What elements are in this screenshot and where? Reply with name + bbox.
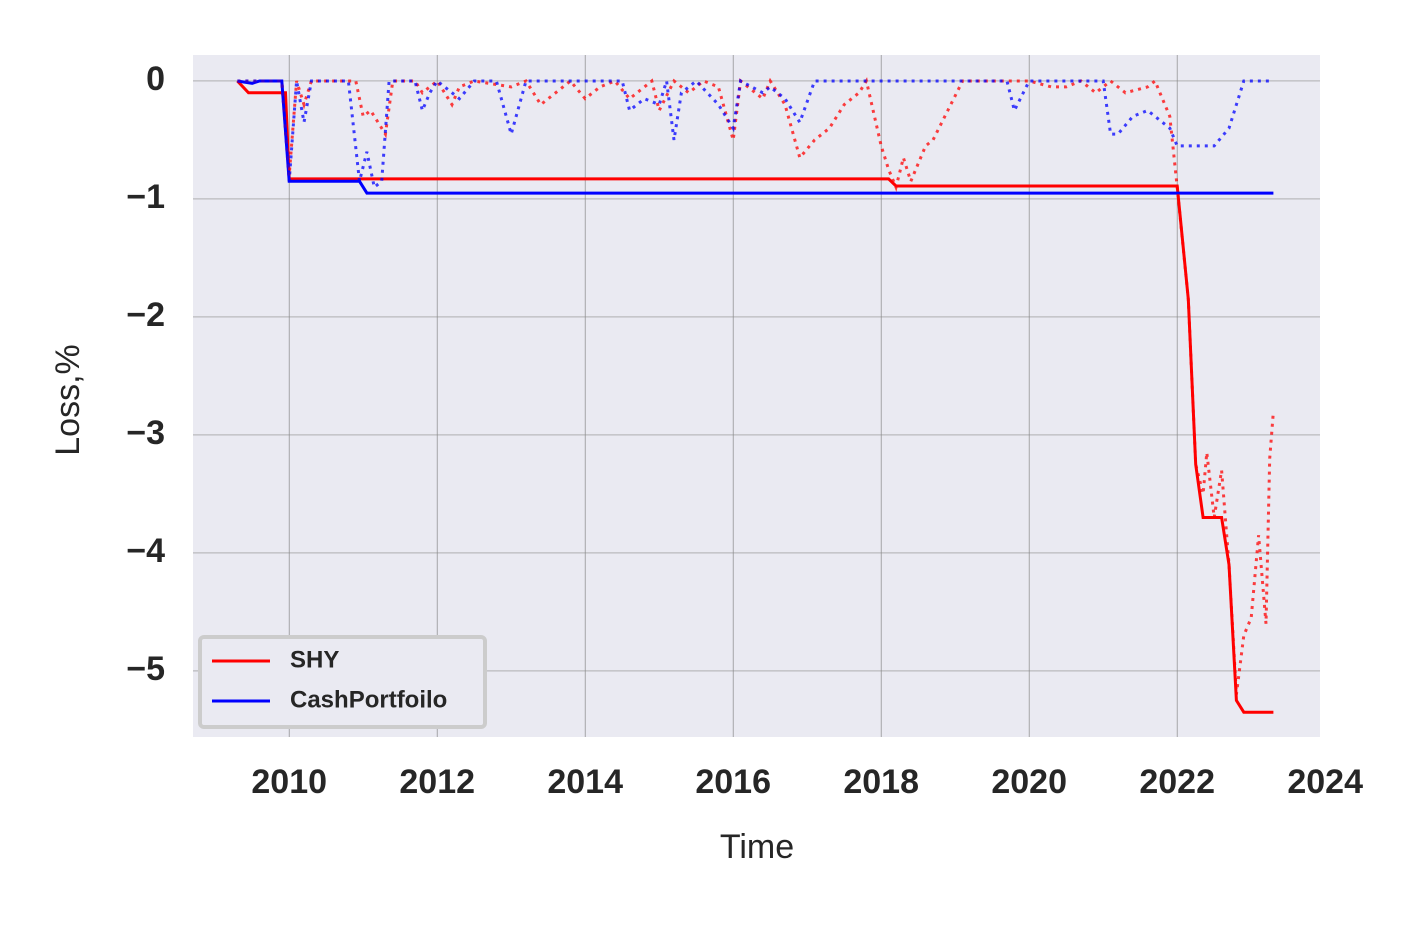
y-tick-label: −1 xyxy=(126,178,165,216)
x-tick-label: 2010 xyxy=(251,763,327,801)
x-axis-label: Time xyxy=(720,828,794,866)
y-tick-label: −4 xyxy=(126,532,165,570)
line-series xyxy=(237,79,1274,195)
y-axis-label: Loss,% xyxy=(49,344,87,456)
x-tick-label: 2024 xyxy=(1287,763,1363,801)
y-tick-label: −2 xyxy=(126,296,165,334)
x-tick-label: 2018 xyxy=(843,763,919,801)
legend-box xyxy=(198,635,487,729)
legend-label: SHY xyxy=(290,646,339,673)
y-tick-label: −5 xyxy=(126,650,165,688)
y-tick-label: 0 xyxy=(146,60,165,98)
x-tick-label: 2020 xyxy=(991,763,1067,801)
legend-label: CashPortfoilo xyxy=(290,686,447,713)
x-tick-label: 2012 xyxy=(399,763,475,801)
x-tick-label: 2014 xyxy=(547,763,623,801)
y-tick-label: −3 xyxy=(126,414,165,452)
line-series xyxy=(237,78,1274,190)
x-tick-label: 2016 xyxy=(695,763,771,801)
plot-area xyxy=(193,55,1320,737)
x-tick-label: 2022 xyxy=(1139,763,1215,801)
